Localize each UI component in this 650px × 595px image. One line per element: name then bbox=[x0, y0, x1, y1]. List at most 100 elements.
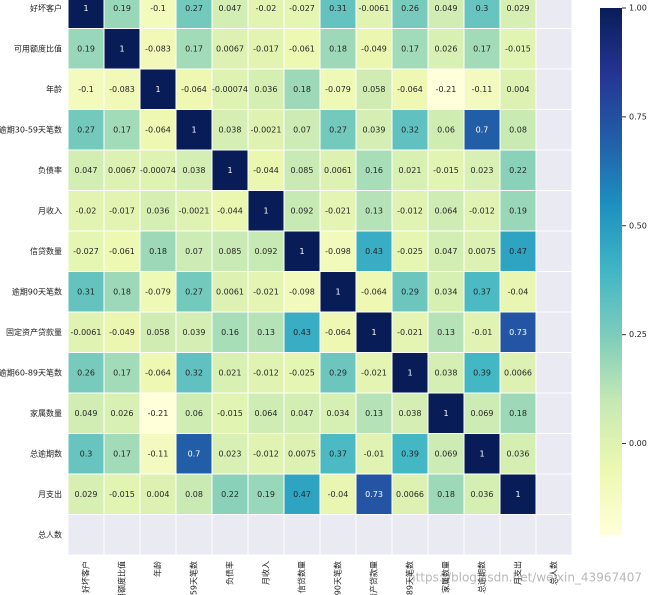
cell-label: 0.32 bbox=[401, 125, 419, 134]
cell-label: 1 bbox=[155, 85, 160, 94]
missing-cell bbox=[463, 514, 501, 556]
heatmap-cell bbox=[247, 28, 285, 70]
cell-label: 0.18 bbox=[149, 247, 167, 256]
heatmap-cell bbox=[391, 433, 429, 475]
heatmap-cell bbox=[463, 68, 501, 110]
cell-label: 0.17 bbox=[113, 368, 131, 377]
heatmap-cell bbox=[103, 28, 141, 70]
heatmap-cell bbox=[103, 149, 141, 191]
cell-label: -0.21 bbox=[436, 85, 457, 94]
cell-label: -0.083 bbox=[109, 85, 135, 94]
cell-label: 1 bbox=[299, 247, 304, 256]
cell-label: -0.021 bbox=[361, 368, 387, 377]
colorbar bbox=[600, 8, 622, 535]
heatmap-cell bbox=[247, 109, 285, 151]
heatmap-cell bbox=[175, 311, 213, 353]
heatmap-cell bbox=[175, 68, 213, 110]
x-tick-label: 家属数量 bbox=[441, 561, 451, 593]
heatmap-cell bbox=[499, 109, 537, 151]
heatmap-cell bbox=[427, 352, 465, 394]
heatmap-cell bbox=[175, 271, 213, 313]
heatmap-cell bbox=[427, 392, 465, 434]
cell-label: 1 bbox=[227, 166, 232, 175]
cell-label: 0.029 bbox=[75, 490, 98, 499]
x-tick-label: 年龄 bbox=[153, 561, 163, 577]
cell-label: 0.3 bbox=[80, 449, 93, 458]
heatmap-cell bbox=[211, 392, 249, 434]
cell-label: -0.0021 bbox=[251, 125, 282, 134]
cell-label: 0.0075 bbox=[288, 449, 316, 458]
missing-cell bbox=[535, 514, 573, 556]
heatmap-cell bbox=[283, 68, 321, 110]
missing-cell bbox=[535, 473, 573, 515]
cell-label: 1 bbox=[263, 206, 268, 215]
missing-cell bbox=[535, 271, 573, 313]
x-tick-label: 好坏客户 bbox=[81, 561, 91, 593]
cell-label: -0.11 bbox=[472, 85, 493, 94]
heatmap-cell bbox=[319, 190, 357, 232]
cell-label: 0.19 bbox=[257, 490, 275, 499]
heatmap-cell bbox=[319, 433, 357, 475]
cell-label: -0.083 bbox=[145, 44, 171, 53]
heatmap-cell bbox=[139, 28, 177, 70]
cell-label: 0.31 bbox=[77, 287, 95, 296]
missing-cell bbox=[535, 109, 573, 151]
cell-label: 0.08 bbox=[185, 490, 203, 499]
cell-label: 1 bbox=[371, 328, 376, 337]
cell-label: 0.17 bbox=[113, 125, 131, 134]
cell-label: -0.064 bbox=[361, 287, 387, 296]
heatmap-cell bbox=[319, 68, 357, 110]
heatmap-cell bbox=[499, 473, 537, 515]
cell-label: 0.038 bbox=[435, 368, 458, 377]
missing-cell bbox=[427, 514, 465, 556]
cell-label: 0.18 bbox=[437, 490, 455, 499]
heatmap-cell bbox=[427, 190, 465, 232]
cell-label: 0.29 bbox=[401, 287, 419, 296]
cell-label: 0.19 bbox=[113, 4, 131, 13]
cell-label: -0.017 bbox=[253, 44, 279, 53]
cell-label: -0.012 bbox=[469, 206, 495, 215]
cell-label: 1 bbox=[443, 409, 448, 418]
heatmap-cell bbox=[139, 68, 177, 110]
heatmap-cell bbox=[463, 473, 501, 515]
missing-cell bbox=[103, 514, 141, 556]
cell-label: 0.0067 bbox=[216, 44, 244, 53]
y-tick-label: 家属数量 bbox=[30, 408, 62, 418]
heatmap-cell bbox=[499, 311, 537, 353]
heatmap-cell bbox=[427, 311, 465, 353]
cell-label: 0.039 bbox=[183, 328, 206, 337]
heatmap-cell bbox=[211, 109, 249, 151]
missing-cell bbox=[67, 514, 105, 556]
heatmap-cell bbox=[175, 433, 213, 475]
cell-label: 0.069 bbox=[435, 449, 458, 458]
cell-label: 0.07 bbox=[185, 247, 203, 256]
heatmap-cell bbox=[139, 149, 177, 191]
cell-label: 0.023 bbox=[471, 166, 494, 175]
heatmap-cell bbox=[139, 392, 177, 434]
cell-label: 0.13 bbox=[437, 328, 455, 337]
heatmap-cell bbox=[211, 473, 249, 515]
cell-label: 0.085 bbox=[219, 247, 242, 256]
cell-label: 0.13 bbox=[365, 206, 383, 215]
y-tick-label: 月支出 bbox=[38, 489, 62, 499]
x-tick-label: 总逾期数 bbox=[477, 561, 487, 593]
missing-cell bbox=[247, 514, 285, 556]
missing-cell bbox=[535, 352, 573, 394]
heatmap-cell bbox=[211, 149, 249, 191]
cell-label: -0.049 bbox=[361, 44, 387, 53]
cell-label: 0.3 bbox=[476, 4, 489, 13]
cell-label: -0.00074 bbox=[212, 85, 248, 94]
heatmap-cell bbox=[283, 433, 321, 475]
cell-label: 0.26 bbox=[77, 368, 95, 377]
cell-label: 0.0061 bbox=[216, 287, 244, 296]
x-tick-label: 固定资产贷款量 bbox=[369, 561, 379, 595]
cell-label: 0.036 bbox=[507, 449, 530, 458]
cell-label: 0.22 bbox=[221, 490, 239, 499]
cell-label: 0.06 bbox=[185, 409, 203, 418]
cell-label: -0.1 bbox=[150, 4, 166, 13]
cell-label: 0.07 bbox=[293, 125, 311, 134]
missing-cell bbox=[499, 514, 537, 556]
x-tick-label: 逾期60-89天笔数 bbox=[405, 561, 415, 595]
heatmap-cell bbox=[355, 68, 393, 110]
cell-label: 0.47 bbox=[293, 490, 311, 499]
